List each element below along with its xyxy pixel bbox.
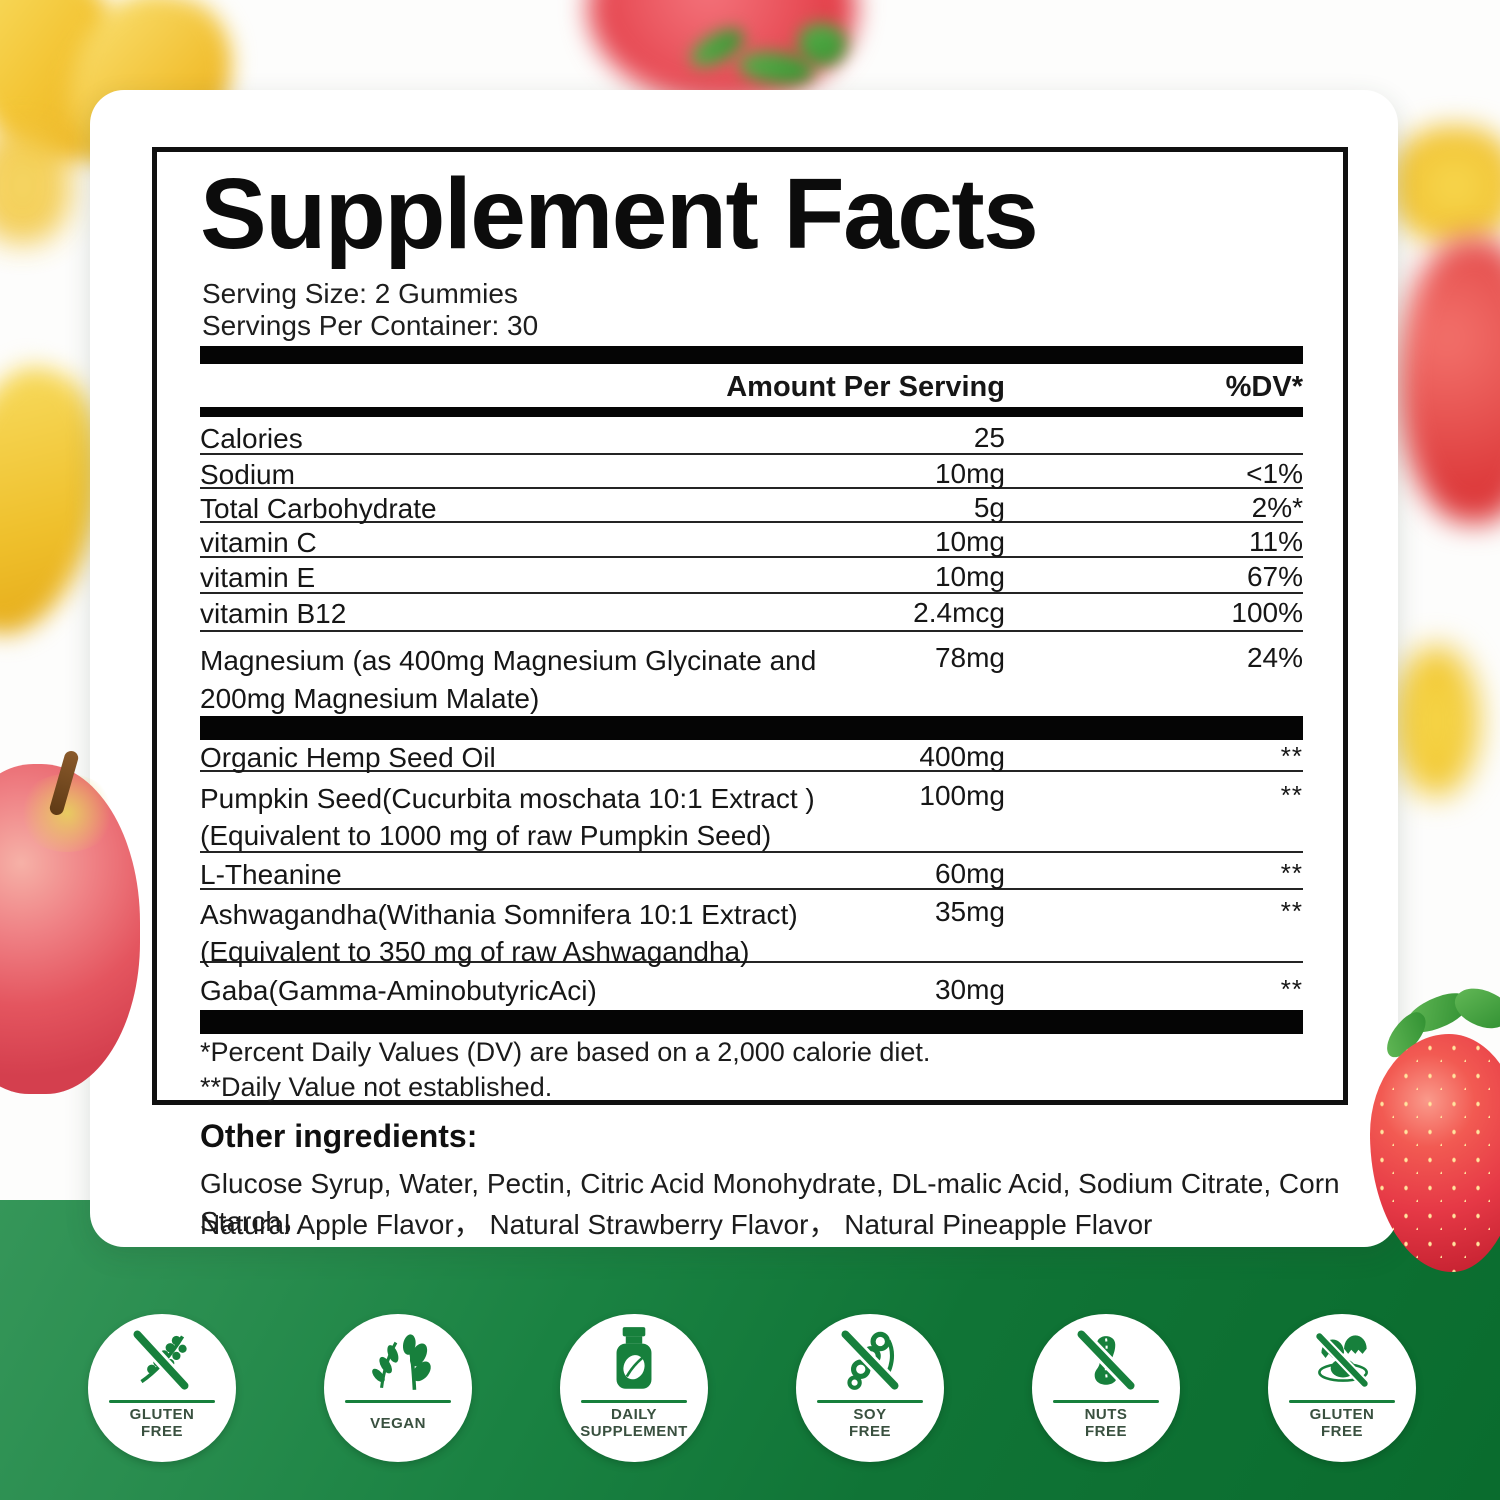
divider-bar — [200, 346, 1303, 364]
vegan-leaves-icon — [372, 1334, 431, 1390]
other-ingredients-heading: Other ingredients: — [200, 1118, 478, 1154]
badge-chord-line — [816, 1400, 924, 1403]
badge-label: GLUTEN FREE — [129, 1406, 195, 1440]
other-ingredients-text: Natural Apple Flavor， Natural Strawberry… — [200, 1209, 1153, 1240]
divider-bar — [200, 407, 1303, 417]
badge-gluten-free: GLUTEN FREE — [88, 1314, 236, 1462]
strawberry-image — [1398, 238, 1500, 523]
table-row: vitamin E 10mg 67% — [200, 558, 1303, 594]
header-amount-per-serving: Amount Per Serving — [726, 371, 1005, 403]
badge-daily-supplement: DAILY SUPPLEMENT — [560, 1314, 708, 1462]
badge-chord-line — [1288, 1400, 1396, 1403]
badge-label: SOY FREE — [848, 1406, 891, 1440]
badge-label: NUTS FREE — [1084, 1406, 1128, 1440]
badge-chord-line — [1052, 1400, 1160, 1403]
strawberry-image — [1362, 978, 1500, 1280]
badge-gluten-free-2: GLUTEN FREE — [1268, 1314, 1416, 1462]
table-row: vitamin C 10mg 11% — [200, 523, 1303, 558]
table-row: Organic Hemp Seed Oil 400mg ** — [200, 741, 1303, 773]
pineapple-chunk-image — [1394, 646, 1479, 796]
badge-label: VEGAN — [370, 1414, 426, 1432]
header-dv: %DV* — [1225, 371, 1303, 403]
table-row: Sodium 10mg <1% — [200, 455, 1303, 490]
other-ingredients-text: Glucose Syrup, Water, Pectin, Citric Aci… — [200, 1168, 1340, 1237]
panel-title: Supplement Facts — [200, 158, 1039, 270]
table-row: vitamin B12 2.4mcg 100% — [200, 594, 1303, 632]
footnote-dv-not-established: **Daily Value not established. — [200, 1072, 553, 1102]
pineapple-chunk-image — [1392, 126, 1500, 244]
soy-crossed-icon — [840, 1329, 900, 1391]
supplement-bottle-icon — [616, 1327, 652, 1389]
label-card: Supplement Facts Serving Size: 2 Gummies… — [90, 90, 1398, 1247]
wheat-crossed-icon — [132, 1329, 190, 1391]
table-row: Ashwagandha(Withania Somnifera 10:1 Extr… — [200, 890, 1303, 967]
table-row: Magnesium (as 400mg Magnesium Glycinate … — [200, 642, 1303, 714]
table-row: Calories 25 — [200, 419, 1303, 455]
table-header: Amount Per Serving %DV* — [200, 367, 1303, 407]
apple-image — [0, 742, 140, 1094]
badge-chord-line — [108, 1400, 216, 1403]
divider-bar — [200, 716, 1303, 740]
green-band — [0, 1200, 1500, 1500]
badge-soy-free: SOY FREE — [796, 1314, 944, 1462]
badge-vegan: VEGAN — [324, 1314, 472, 1462]
supplement-facts-panel: Supplement Facts Serving Size: 2 Gummies… — [152, 147, 1348, 1105]
egg-crossed-icon — [1315, 1332, 1369, 1388]
badge-label: DAILY SUPPLEMENT — [580, 1406, 688, 1440]
badge-nuts-free: NUTS FREE — [1032, 1314, 1180, 1462]
strawberry-leaf-image — [1448, 978, 1500, 1038]
divider-bar — [200, 1010, 1303, 1034]
table-row: Pumpkin Seed(Cucurbita moschata 10:1 Ext… — [200, 772, 1303, 853]
peanut-crossed-icon — [1076, 1329, 1136, 1391]
badge-label: GLUTEN FREE — [1309, 1406, 1375, 1440]
serving-size: Serving Size: 2 Gummies — [202, 278, 518, 309]
footnote-daily-values: *Percent Daily Values (DV) are based on … — [200, 1037, 931, 1067]
pineapple-chunk-image — [0, 128, 70, 243]
table-row: L-Theanine 60mg ** — [200, 853, 1303, 890]
servings-per-container: Servings Per Container: 30 — [202, 310, 539, 341]
table-row: Total Carbohydrate 5g 2%* — [200, 489, 1303, 524]
badge-chord-line — [580, 1400, 688, 1403]
table-row: Gaba(Gamma-AminobutyricAci) 30mg ** — [200, 974, 1303, 1006]
badge-chord-line — [344, 1400, 452, 1403]
